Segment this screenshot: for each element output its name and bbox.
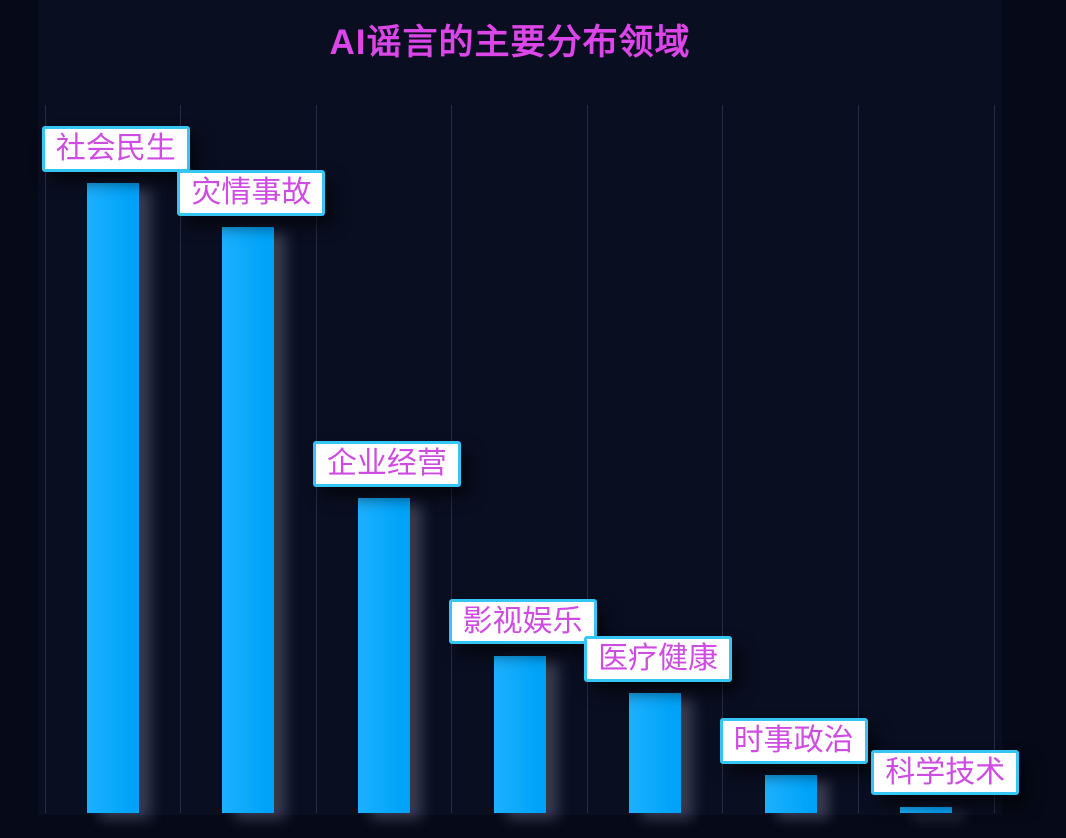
gridline bbox=[586, 105, 588, 813]
bar-医疗健康[interactable] bbox=[629, 693, 682, 813]
bar-社会民生[interactable] bbox=[86, 183, 139, 813]
bar-灾情事故[interactable] bbox=[222, 227, 275, 813]
gridline bbox=[44, 105, 46, 813]
category-label-科学技术: 科学技术 bbox=[871, 749, 1020, 796]
category-label-时事政治: 时事政治 bbox=[719, 718, 868, 764]
bar-影视娱乐[interactable] bbox=[493, 655, 546, 813]
gridline bbox=[857, 105, 859, 813]
chart-title: AI谣言的主要分布领域 bbox=[329, 23, 691, 62]
category-label-医疗健康: 医疗健康 bbox=[584, 636, 733, 682]
gridline bbox=[993, 105, 995, 813]
bar-时事政治[interactable] bbox=[764, 775, 817, 813]
gridline bbox=[722, 105, 724, 813]
gridline bbox=[180, 105, 182, 813]
bar-企业经营[interactable] bbox=[357, 498, 410, 813]
category-label-企业经营: 企业经营 bbox=[312, 441, 461, 487]
category-label-灾情事故: 灾情事故 bbox=[177, 170, 326, 216]
category-label-社会民生: 社会民生 bbox=[41, 126, 190, 172]
bar-科学技术[interactable] bbox=[900, 806, 953, 813]
category-label-影视娱乐: 影视娱乐 bbox=[448, 598, 597, 644]
